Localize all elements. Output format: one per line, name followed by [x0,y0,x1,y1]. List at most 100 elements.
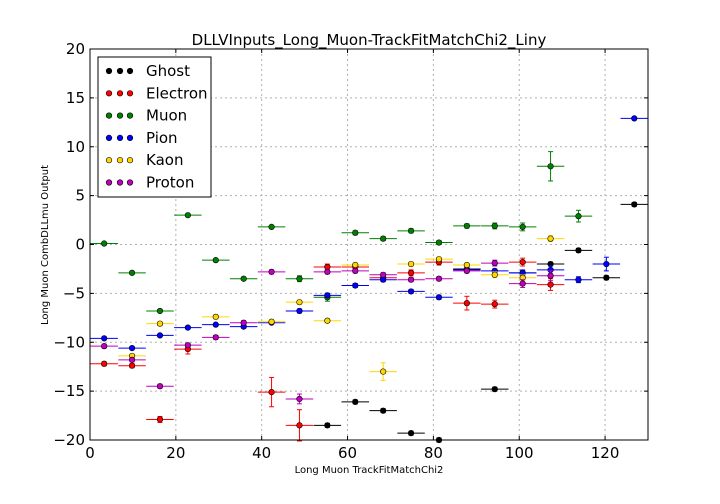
muon-point [564,209,593,223]
pion-point [425,294,453,301]
legend-marker-ghost [105,67,113,75]
kaon-marker [435,256,443,263]
legend-box [97,56,212,198]
x-tick-label: 80 [424,444,443,462]
pion-point [592,256,621,272]
muon-marker [463,222,470,230]
ghost-point [620,201,648,208]
proton-point [257,268,286,275]
legend-entry-muon: Muon [105,107,187,125]
axis-ticks: 0 20 40 60 80 100 120 20 15 10 5 0 −5 −10 −15 −20 [53,40,648,462]
legend: Ghost Electron Muon Pion Kaon Proton [97,56,212,198]
kaon-marker [156,320,164,327]
pion-point [620,115,648,122]
ghost-point [313,422,342,429]
proton-marker [296,395,303,403]
proton-point [118,356,146,363]
y-tick-label: 5 [75,187,85,205]
muon-point [202,257,230,264]
kaon-marker [491,271,498,278]
ghost-point [341,398,369,405]
proton-point [341,267,369,274]
proton-point [174,342,202,349]
legend-marker-proton [105,179,113,186]
muon-point [536,151,565,182]
x-tick-label: 120 [591,444,620,462]
kaon-marker [380,368,387,375]
electron-marker [519,258,526,266]
proton-marker [435,275,443,282]
x-tick-label: 0 [85,444,95,462]
kaon-point [481,271,509,279]
legend-entry-proton: Proton [105,174,194,192]
kaon-marker [547,235,554,242]
legend-marker-muon [126,112,134,119]
proton-marker [268,268,275,275]
proton-point [202,334,230,341]
pion-point [341,282,369,289]
kaon-marker [296,299,303,306]
muon-point [174,212,202,219]
muon-marker [575,213,582,220]
proton-marker [156,383,164,390]
pion-marker [631,115,638,122]
legend-marker-kaon [126,157,134,164]
electron-marker [491,301,498,308]
kaon-point [369,362,397,381]
pion-marker [212,321,219,328]
series-muon [90,151,593,315]
ghost-point [397,430,425,437]
proton-point [508,279,537,289]
pion-marker [156,332,164,339]
kaon-point [285,299,314,306]
proton-point [90,343,118,350]
ghost-marker [324,422,331,429]
electron-marker [156,416,164,423]
pion-marker [407,288,415,295]
pion-point [285,307,314,315]
muon-point [118,269,146,276]
x-tick-label: 40 [252,444,271,462]
pion-point [564,276,593,284]
electron-point [146,416,174,423]
proton-marker [407,276,415,283]
legend-marker-ghost [116,67,124,75]
muon-marker [128,269,136,276]
series-pion [90,115,648,352]
electron-marker [101,360,108,367]
grid [90,49,648,440]
proton-marker [240,319,247,326]
x-axis-title: Long Muon TrackFitMatchChi2 [295,465,444,476]
muon-marker [268,223,275,231]
muon-point [229,275,258,282]
ghost-marker [352,398,359,405]
muon-point [90,240,118,247]
kaon-point [453,261,481,269]
pion-point [397,288,425,295]
legend-marker-pion [126,134,134,141]
legend-marker-muon [116,112,124,119]
series-proton [90,259,565,405]
chart-title: DLLVInputs_Long_Muon-TrackFitMatchChi2_L… [192,31,547,50]
legend-entry-electron: Electron [105,84,208,102]
y-tick-label: −20 [53,431,85,449]
proton-point [536,270,565,282]
muon-marker [380,235,387,242]
kaon-point [425,256,453,263]
legend-label-kaon: Kaon [146,151,183,169]
proton-marker [212,334,219,341]
legend-marker-electron [116,90,124,97]
legend-marker-pion [105,134,113,141]
pion-marker [101,335,108,342]
pion-point [174,324,202,331]
x-tick-label: 100 [505,444,534,462]
y-tick-label: −10 [53,333,85,351]
proton-point [481,259,509,267]
electron-marker [547,281,554,288]
proton-point [453,267,481,274]
legend-entry-pion: Pion [105,129,178,147]
proton-marker [184,342,191,349]
electron-marker [268,389,275,396]
kaon-marker [268,318,275,325]
ghost-marker [631,201,638,208]
